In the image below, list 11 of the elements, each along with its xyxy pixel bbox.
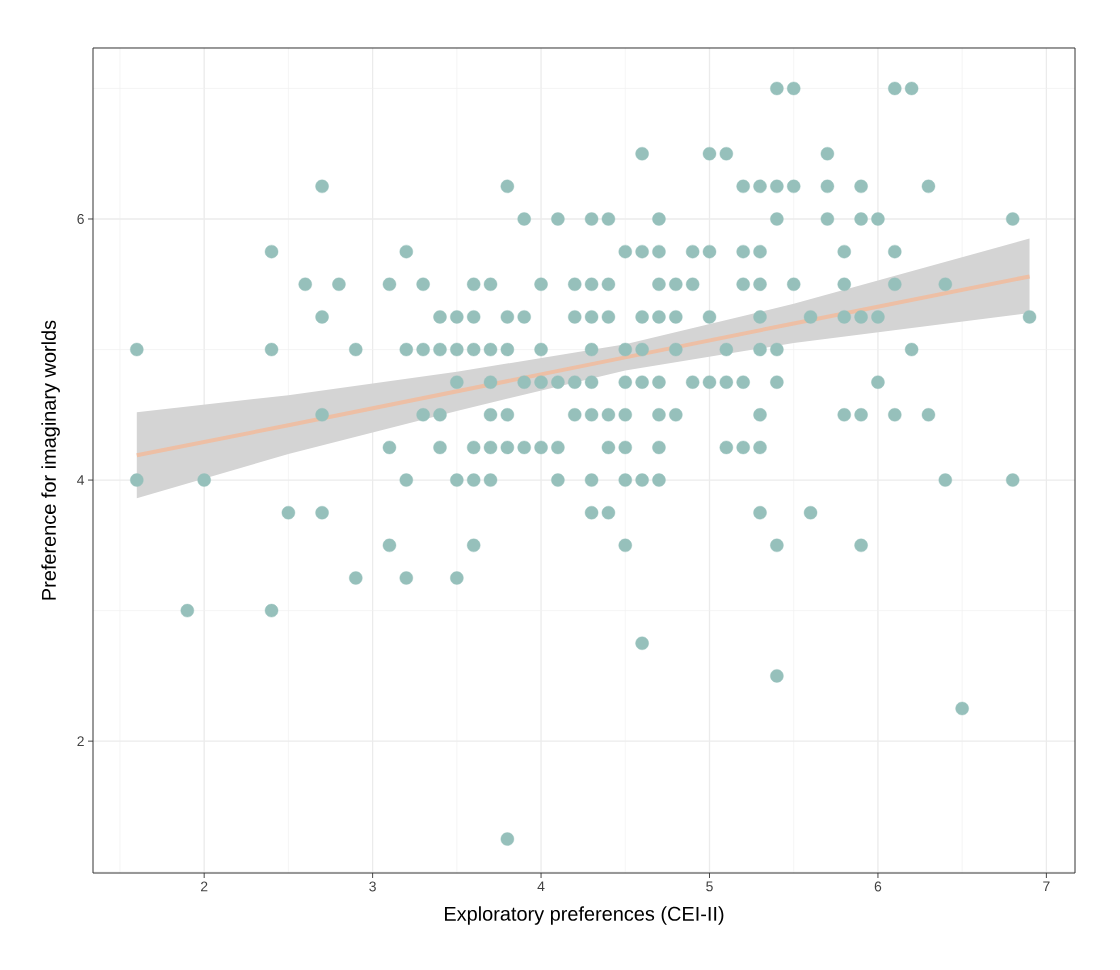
x-tick-label: 5	[706, 881, 713, 892]
x-tick-label: 6	[874, 881, 882, 892]
x-tick-label: 7	[1043, 881, 1050, 892]
y-tick-label: 2	[77, 736, 84, 747]
x-tick-label: 4	[537, 881, 545, 892]
x-axis-title: Exploratory preferences (CEI-II)	[445, 906, 724, 925]
y-tick-label: 4	[77, 475, 85, 485]
y-axis-title: Preference for imaginary worlds	[41, 320, 60, 600]
x-tick-label: 2	[201, 881, 208, 892]
x-tick-label: 3	[369, 881, 376, 892]
y-tick-label: 6	[77, 214, 84, 224]
